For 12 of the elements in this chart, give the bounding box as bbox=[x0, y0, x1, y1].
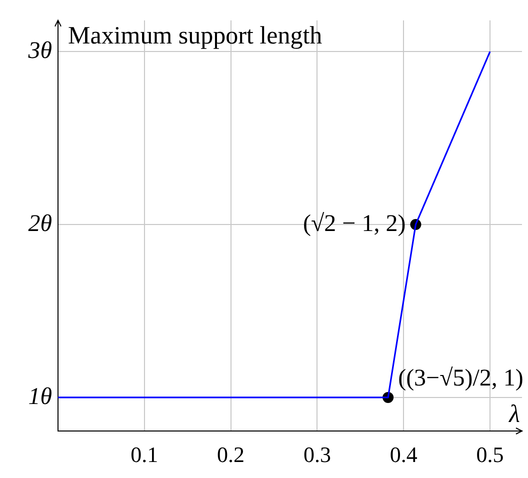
x-axis-title: λ bbox=[508, 401, 520, 428]
y-tick-label: 3θ bbox=[27, 38, 52, 64]
x-tick-label: 0.2 bbox=[217, 442, 245, 467]
x-tick-label: 0.4 bbox=[390, 442, 418, 467]
y-tick-label: 2θ bbox=[28, 210, 52, 237]
x-tick-label: 0.3 bbox=[303, 442, 331, 467]
y-axis-title: Maximum support length bbox=[68, 22, 323, 50]
annotation: ((3−√5)/2, 1) bbox=[398, 366, 524, 392]
x-tick-label: 0.5 bbox=[476, 442, 504, 467]
annotation: (√2 − 1, 2) bbox=[303, 210, 406, 237]
y-tick-label: 1θ bbox=[28, 384, 52, 410]
x-tick-label: 0.1 bbox=[130, 442, 158, 467]
